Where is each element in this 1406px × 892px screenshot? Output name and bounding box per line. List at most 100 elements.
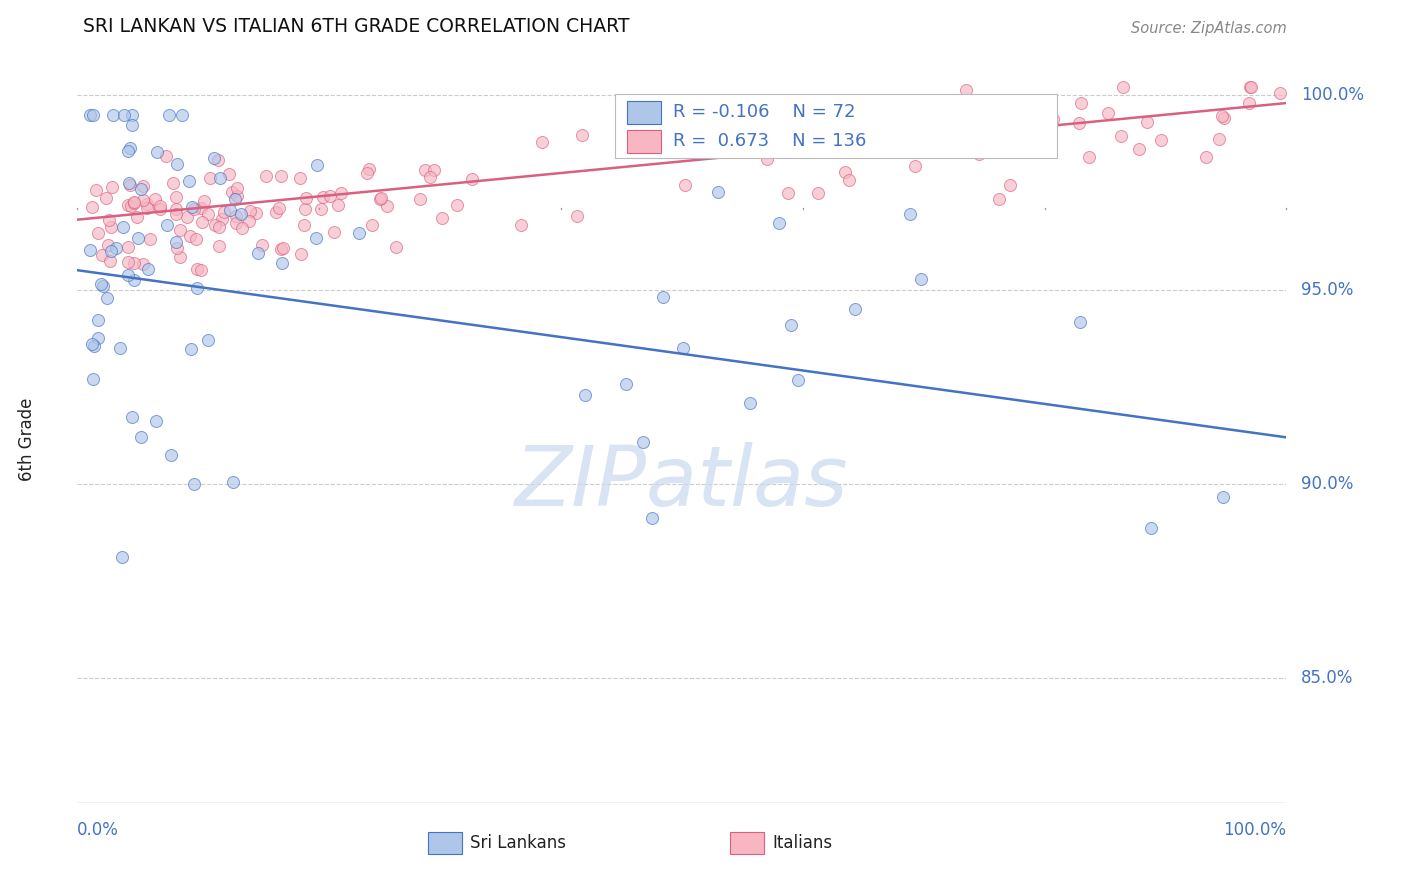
Point xyxy=(270,169,292,183)
Point xyxy=(108,341,131,355)
Point xyxy=(143,192,166,206)
Point xyxy=(120,199,142,213)
Point xyxy=(432,211,454,225)
Point xyxy=(347,226,370,240)
Bar xyxy=(627,129,661,153)
Text: 90.0%: 90.0% xyxy=(1301,475,1354,493)
Point xyxy=(1077,150,1099,164)
Point xyxy=(190,262,212,277)
Point xyxy=(197,333,219,347)
Point xyxy=(208,171,231,186)
Point xyxy=(200,170,222,185)
Point xyxy=(145,414,167,428)
Point xyxy=(247,246,270,260)
Point xyxy=(756,152,779,166)
Point xyxy=(966,111,988,125)
Point xyxy=(129,182,152,196)
Point xyxy=(776,186,799,200)
Point xyxy=(360,218,382,232)
Point xyxy=(169,250,191,264)
Text: ZIPatlas: ZIPatlas xyxy=(515,442,849,524)
Point xyxy=(219,203,242,218)
Point xyxy=(155,149,177,163)
Bar xyxy=(627,101,661,124)
Point xyxy=(356,165,378,179)
Point xyxy=(238,214,260,228)
Point xyxy=(193,194,215,209)
Point xyxy=(1212,490,1234,504)
Point xyxy=(202,151,225,165)
Text: 0.0%: 0.0% xyxy=(77,821,120,839)
Point xyxy=(79,108,101,122)
Point xyxy=(1211,109,1233,123)
Point xyxy=(135,197,157,211)
Point xyxy=(271,240,294,254)
Point xyxy=(136,262,159,277)
Point xyxy=(419,169,441,184)
Text: 100.0%: 100.0% xyxy=(1301,87,1364,104)
Point xyxy=(125,211,148,225)
Point xyxy=(87,226,110,240)
Point xyxy=(955,83,977,97)
Point xyxy=(446,198,468,212)
Point xyxy=(117,255,139,269)
Point xyxy=(1208,132,1230,146)
Point xyxy=(1240,80,1263,95)
Point xyxy=(1112,80,1135,95)
Text: Source: ZipAtlas.com: Source: ZipAtlas.com xyxy=(1130,21,1286,36)
Bar xyxy=(730,832,763,854)
Point xyxy=(370,191,392,205)
Point xyxy=(979,132,1001,146)
Point xyxy=(1237,95,1260,110)
Point xyxy=(245,205,267,219)
Point xyxy=(1213,111,1236,125)
Point xyxy=(375,199,398,213)
Point xyxy=(987,193,1010,207)
Point xyxy=(461,171,484,186)
Point xyxy=(787,373,810,387)
Point xyxy=(98,212,121,227)
Point xyxy=(226,181,249,195)
Point xyxy=(121,118,143,132)
Point xyxy=(270,242,292,256)
Point xyxy=(509,219,531,233)
Text: 6th Grade: 6th Grade xyxy=(17,398,35,481)
Point xyxy=(239,204,262,219)
Text: Italians: Italians xyxy=(773,834,832,852)
Point xyxy=(385,240,408,254)
Point xyxy=(118,178,141,192)
Point xyxy=(1007,134,1029,148)
Point xyxy=(221,185,243,199)
Point xyxy=(131,194,153,208)
Point xyxy=(844,302,866,317)
Point xyxy=(80,200,103,214)
Point xyxy=(616,376,638,391)
Point xyxy=(294,202,316,216)
Point xyxy=(169,223,191,237)
Point xyxy=(225,209,247,223)
Point xyxy=(117,268,139,282)
Point xyxy=(834,164,856,178)
Point xyxy=(267,201,290,215)
Point xyxy=(91,248,114,262)
Point xyxy=(122,195,145,210)
Text: R = -0.106    N = 72: R = -0.106 N = 72 xyxy=(673,103,856,121)
Point xyxy=(117,240,139,254)
Point xyxy=(100,220,122,235)
Point xyxy=(186,281,208,295)
Point xyxy=(132,179,155,194)
Point xyxy=(738,395,761,409)
Text: 95.0%: 95.0% xyxy=(1301,281,1354,299)
Point xyxy=(980,119,1002,133)
Point xyxy=(145,145,167,160)
Point xyxy=(934,117,956,131)
Point xyxy=(851,110,873,124)
Point xyxy=(160,448,183,462)
Point xyxy=(207,153,229,167)
Point xyxy=(768,216,790,230)
Point xyxy=(100,244,122,259)
Point xyxy=(181,200,204,214)
Point xyxy=(165,235,187,249)
Point xyxy=(225,216,247,230)
Point xyxy=(127,231,149,245)
